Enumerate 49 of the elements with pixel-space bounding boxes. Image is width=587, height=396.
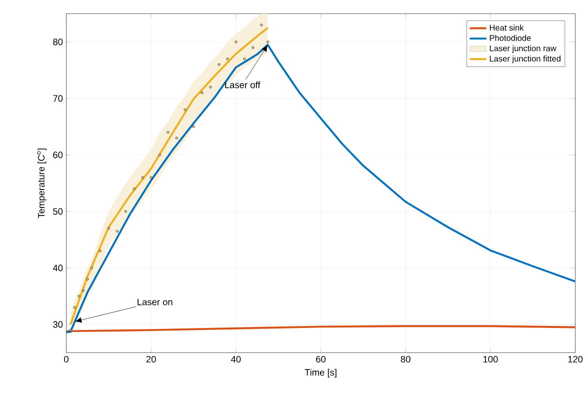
y-tick-label: 50 (53, 208, 63, 215)
point (184, 108, 186, 112)
y-tick-label: 40 (52, 264, 63, 272)
x-tick-label: 0 (64, 356, 68, 363)
legend-label: Laser junction fitted (490, 56, 560, 64)
point (158, 154, 161, 156)
point (166, 131, 170, 134)
x-tick-label: 20 (146, 356, 156, 363)
point (116, 230, 118, 233)
point (209, 86, 212, 89)
point (260, 24, 263, 26)
x-axis-title: Time [s] (304, 369, 336, 378)
y-tick-label: 60 (53, 152, 63, 158)
point (141, 176, 144, 179)
point (175, 136, 178, 140)
point (218, 63, 220, 66)
point (252, 46, 254, 50)
x-tick-label: 80 (400, 356, 410, 363)
point (74, 306, 76, 309)
point (86, 278, 89, 281)
point (90, 266, 93, 270)
point (69, 328, 72, 332)
line-series (66, 44, 576, 334)
point (266, 40, 270, 44)
y-tick-label: 30 (53, 321, 63, 328)
point (78, 295, 80, 298)
legend-label: Laser junction raw (490, 45, 556, 54)
y-axis-title: Temperature [C$^{o}$] (37, 148, 46, 218)
point (192, 126, 195, 128)
x-tick-label: 100 (483, 356, 498, 363)
legend-label: Photodiode (490, 35, 531, 42)
point (82, 289, 85, 292)
annotation: Laser on (138, 299, 172, 306)
point (150, 176, 152, 179)
point (132, 188, 136, 190)
y-tick-label: 70 (53, 95, 63, 102)
point (200, 92, 204, 94)
point (98, 250, 102, 252)
legend-label: Heat sink (490, 24, 524, 31)
point (234, 40, 238, 44)
y-tick-label: 80 (53, 38, 63, 46)
point (226, 58, 229, 60)
x-tick-label: 120 (568, 356, 583, 363)
x-tick-label: 60 (316, 356, 326, 363)
point (243, 58, 246, 60)
point (107, 227, 110, 230)
point (124, 210, 127, 213)
x-tick-label: 40 (231, 356, 241, 363)
annotation: Laser off (225, 82, 260, 88)
